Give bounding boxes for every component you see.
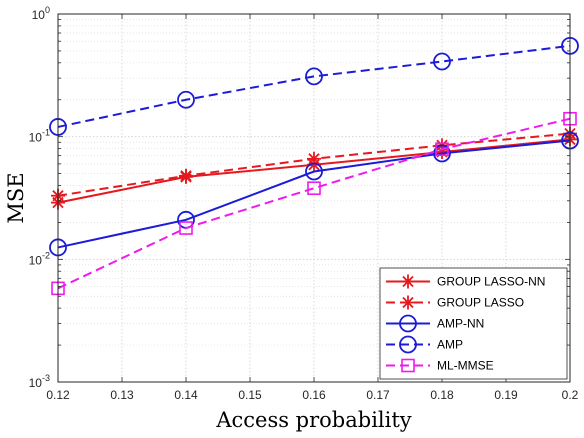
legend-label: ML-MMSE — [437, 359, 494, 373]
data-point-circle — [433, 52, 451, 71]
series-line — [57, 117, 571, 290]
x-tick-label: 0.13 — [110, 388, 134, 402]
data-point-asterisk — [401, 274, 415, 289]
y-axis-title: MSE — [4, 172, 28, 223]
x-tick-label: 0.16 — [302, 388, 326, 402]
legend-label: GROUP LASSO-NN — [437, 275, 545, 289]
data-point-square — [435, 142, 449, 157]
y-tick-label: 10-1 — [29, 128, 50, 145]
legend-entry: ML-MMSE — [386, 359, 494, 373]
data-point-square — [307, 181, 321, 196]
asterisk-stroke — [308, 153, 320, 165]
x-axis-title: Access probability — [215, 408, 411, 432]
x-tick-label: 0.18 — [430, 388, 454, 402]
legend-entry: GROUP LASSO-NN — [386, 274, 545, 289]
legend-label: AMP-NN — [437, 317, 484, 331]
y-tick-label: 10-2 — [29, 250, 50, 267]
legend-label: GROUP LASSO — [437, 296, 524, 310]
series-line — [57, 139, 571, 249]
series-4 — [51, 111, 577, 296]
asterisk-stroke — [402, 296, 414, 309]
data-point-square — [179, 221, 193, 235]
legend: GROUP LASSO-NN GROUP LASSO AMP-NN AMP ML-MMS… — [379, 267, 568, 380]
y-tick-label: 10-3 — [29, 373, 50, 390]
x-tick-label: 0.17 — [366, 388, 390, 402]
x-tick-label: 0.12 — [46, 388, 70, 402]
asterisk-stroke — [402, 275, 414, 288]
x-tick-label: 0.15 — [238, 388, 262, 402]
legend-entry: AMP-NN — [386, 314, 484, 333]
data-point-asterisk — [401, 295, 415, 310]
y-tick-label: 100 — [32, 5, 50, 22]
legend-entry: GROUP LASSO — [386, 295, 524, 310]
data-point-circle — [177, 90, 195, 109]
x-tick-label: 0.14 — [174, 388, 198, 402]
data-point-circle — [305, 67, 323, 86]
x-tick-label: 0.19 — [494, 388, 518, 402]
data-point-circle — [305, 162, 323, 181]
axis-ticks: 0.12 0.13 0.14 0.15 0.16 0.17 0.18 0.19 0.2 10-3 1… — [29, 5, 579, 402]
asterisk-stroke — [180, 170, 192, 182]
data-point-circle — [399, 335, 417, 354]
legend-label: AMP — [437, 338, 463, 352]
data-point-square — [401, 358, 415, 373]
data-point-circle — [399, 314, 417, 333]
x-tick-label: 0.2 — [562, 388, 579, 402]
series-line — [57, 44, 571, 128]
data-point-circle — [433, 144, 451, 163]
data-point-asterisk — [179, 168, 193, 183]
legend-entry: AMP — [386, 335, 463, 354]
